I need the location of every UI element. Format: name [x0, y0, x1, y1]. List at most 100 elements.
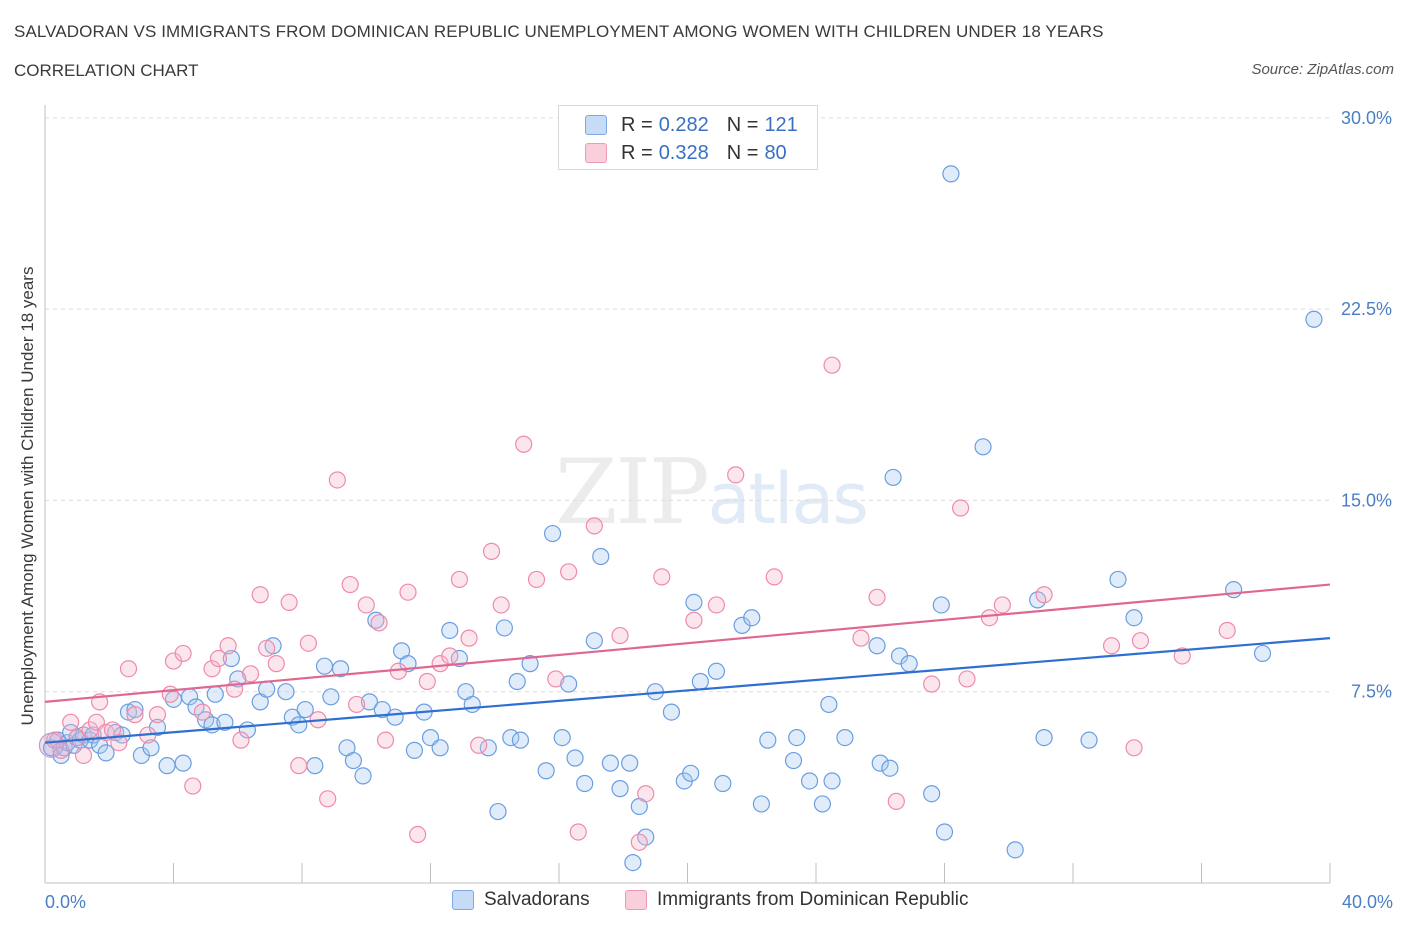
bottom-label-dominican: Immigrants from Dominican Republic	[657, 889, 969, 910]
y-axis-label: Unemployment Among Women with Children U…	[18, 267, 37, 726]
salvadoran-point	[759, 731, 777, 749]
salvadoran-point	[322, 688, 340, 706]
salvadoran-point	[611, 780, 629, 798]
salvadoran-point	[495, 619, 513, 637]
salvadoran-trend-line	[44, 637, 1331, 744]
dominican-point	[290, 757, 308, 775]
dominican-point	[1173, 647, 1191, 665]
dominican-point	[951, 499, 970, 517]
salvadoran-point	[360, 693, 379, 711]
watermark-atlas: atlas	[707, 458, 869, 540]
dominican-point	[1218, 621, 1236, 640]
salvadoran-point	[585, 632, 603, 650]
dominican-point	[319, 790, 337, 808]
trend-lines	[44, 583, 1331, 744]
salvadoran-point	[974, 438, 992, 456]
dominican-point	[765, 568, 783, 586]
salvadoran-point	[1109, 570, 1127, 589]
dominican-point	[280, 593, 298, 612]
dominican-point	[727, 466, 745, 484]
salvadoran-point	[373, 700, 391, 719]
x-tick-label-max: 40.0%	[1342, 892, 1393, 912]
dominican-point	[685, 611, 703, 629]
salvadoran-point	[823, 772, 841, 790]
salvadoran-point	[1080, 731, 1098, 749]
salvadoran-point	[222, 649, 240, 668]
dominican-point	[258, 639, 276, 657]
legend-row-salvadorans: R = 0.282 N = 121	[585, 112, 798, 138]
y-tick-label: 7.5%	[1351, 682, 1392, 702]
dominican-point	[148, 706, 167, 724]
legend-r-label: R =	[621, 113, 653, 136]
bottom-swatch-salvadorans	[452, 890, 474, 910]
dominican-point	[399, 583, 417, 601]
salvadoran-point	[306, 757, 324, 775]
legend-n-label: N =	[726, 141, 759, 164]
axis-labels: 7.5% 15.0% 22.5% 30.0% 0.0% 40.0% Unemployment…	[18, 108, 1393, 912]
legend-swatch-dominican	[585, 143, 607, 163]
y-tick-label: 15.0%	[1341, 490, 1392, 510]
salvadoran-point	[881, 759, 899, 777]
salvadoran-point	[884, 468, 902, 487]
dominican-point	[232, 731, 250, 749]
dominican-point	[418, 672, 436, 691]
salvadoran-point	[97, 744, 115, 762]
dominican-point	[68, 729, 86, 747]
chart-subtitle: CORRELATION CHART	[14, 61, 199, 80]
dominican-point	[1125, 739, 1143, 757]
salvadoran-point	[942, 165, 960, 183]
data-points	[38, 165, 1323, 872]
dominican-point	[923, 675, 941, 693]
bottom-legend-dominican: Immigrants from Dominican Republic	[625, 889, 969, 911]
x-tick-label-min: 0.0%	[45, 892, 86, 912]
salvadoran-point	[714, 774, 732, 793]
dominican-point	[74, 746, 93, 765]
salvadoran-point	[691, 672, 709, 691]
dominican-point	[569, 823, 587, 841]
dominican-point	[251, 586, 269, 604]
salvadoran-point	[788, 729, 806, 747]
salvadoran-point	[331, 660, 350, 678]
salvadoran-point	[450, 649, 469, 668]
salvadoran-point	[174, 754, 192, 772]
salvadoran-point	[463, 695, 481, 714]
salvadoran-point	[277, 683, 295, 701]
salvadoran-point	[743, 609, 761, 627]
salvadoran-point	[932, 596, 950, 614]
dominican-point	[630, 833, 648, 851]
dominican-point	[409, 825, 427, 844]
dominican-point	[62, 713, 80, 731]
bottom-swatch-dominican	[625, 890, 647, 910]
legend-r-value: 0.282	[658, 113, 709, 136]
salvadoran-point	[624, 853, 642, 872]
dominican-point	[299, 634, 318, 652]
salvadoran-point	[868, 637, 886, 655]
salvadoran-point	[566, 749, 584, 767]
dominican-point	[357, 596, 375, 614]
salvadoran-point	[923, 785, 941, 803]
legend-r-value: 0.328	[658, 141, 709, 164]
legend-n-value: 121	[764, 113, 798, 136]
dominican-point	[470, 736, 488, 754]
salvadoran-point	[489, 802, 507, 821]
dominican-point	[119, 660, 138, 678]
dominican-point	[527, 570, 546, 589]
dominican-point	[585, 517, 603, 535]
dominican-point	[1102, 637, 1121, 655]
salvadoran-point	[502, 729, 520, 747]
salvadoran-point	[1305, 310, 1323, 328]
legend-swatch-salvadorans	[585, 115, 607, 135]
dominican-point	[441, 647, 459, 665]
dominican-point	[1035, 586, 1053, 604]
dominican-point	[653, 568, 671, 586]
salvadoran-point	[1006, 841, 1024, 859]
salvadoran-point	[1125, 609, 1143, 627]
salvadoran-point	[576, 774, 594, 793]
dominican-point	[887, 792, 905, 810]
salvadoran-point	[836, 729, 854, 747]
dominican-point	[174, 644, 192, 663]
dominican-point	[450, 570, 469, 589]
salvadoran-point	[315, 657, 334, 675]
salvadoran-point	[511, 731, 530, 749]
salvadoran-point	[142, 739, 160, 757]
